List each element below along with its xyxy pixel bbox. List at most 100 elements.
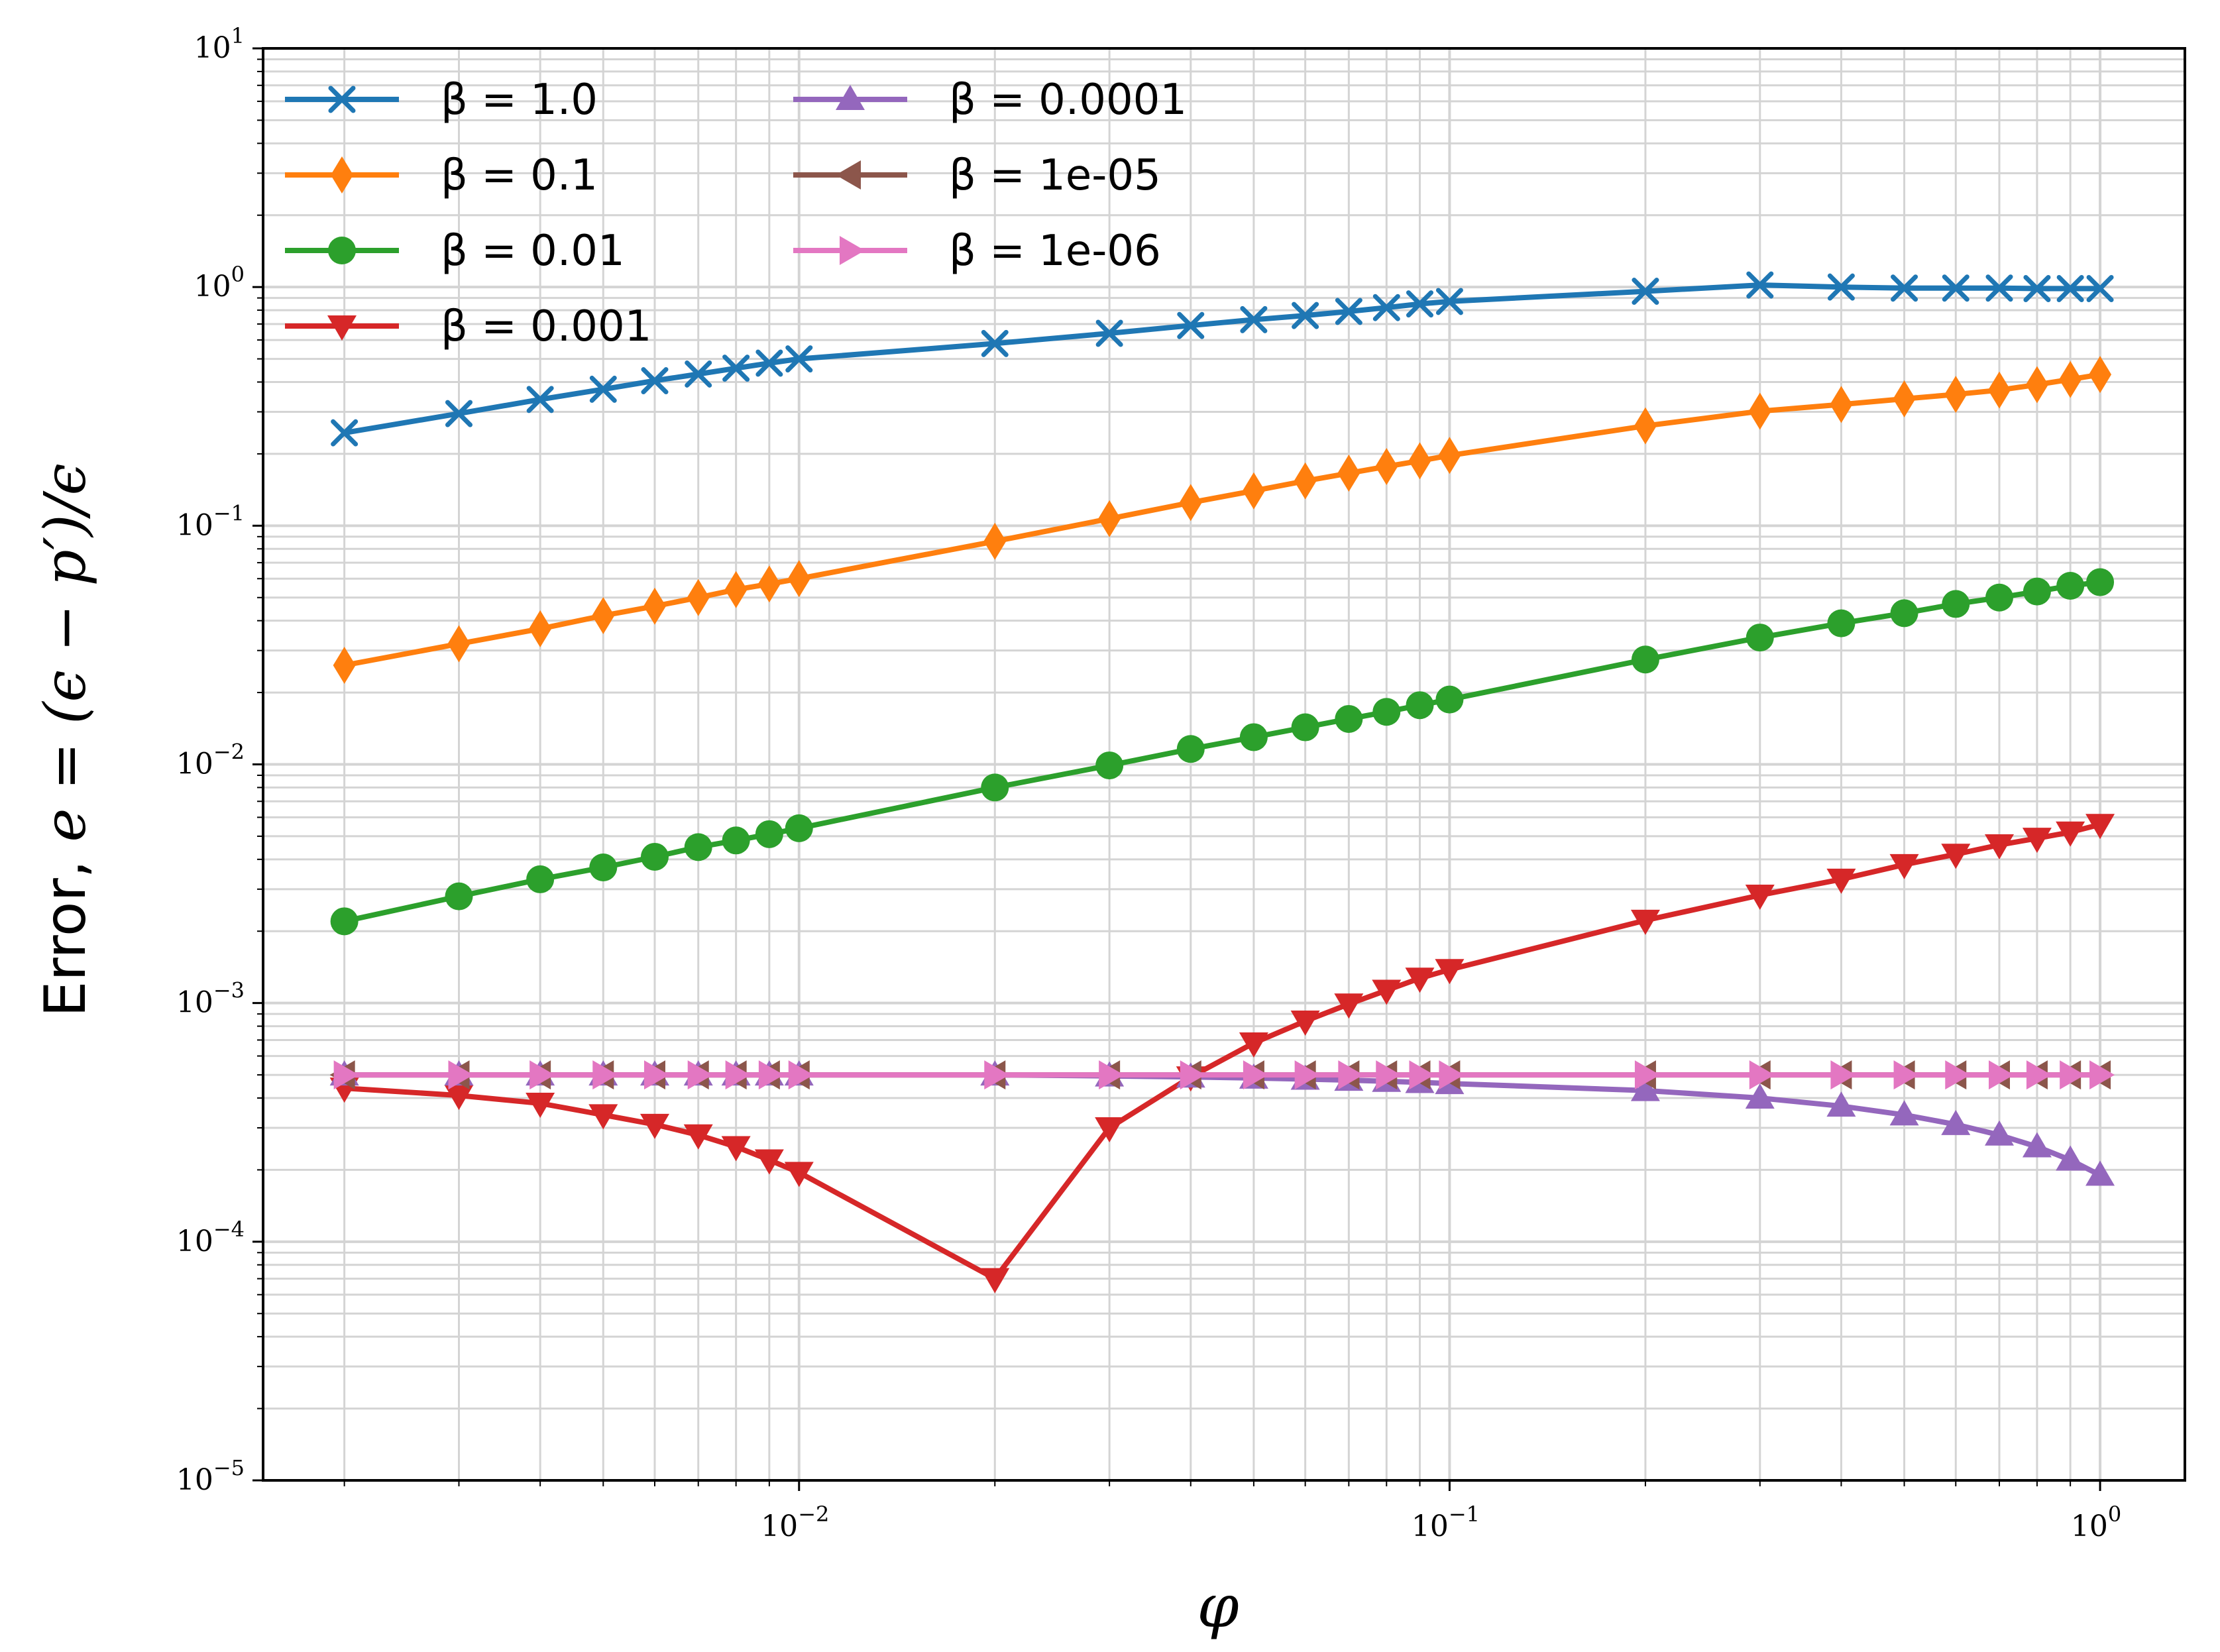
data-point-marker <box>1409 1060 1435 1090</box>
data-point-marker <box>592 597 615 635</box>
data-point-marker <box>447 625 471 663</box>
data-point-marker <box>687 578 710 616</box>
x-axis-label: φ <box>1197 1572 1239 1641</box>
marker-stroke <box>1632 278 1659 305</box>
data-point-marker <box>1989 1060 2015 1090</box>
data-point-marker <box>683 1124 713 1150</box>
series-3 <box>330 568 2115 936</box>
data-point-marker <box>644 1060 670 1090</box>
y-tick-label: 10−3 <box>176 978 245 1020</box>
data-point-marker <box>641 367 669 395</box>
marker-stroke <box>2023 275 2051 303</box>
marker-stroke <box>1406 290 1434 318</box>
data-point-marker <box>328 85 356 113</box>
data-point-marker <box>2089 1060 2115 1090</box>
data-point-marker <box>754 1149 784 1175</box>
data-point-marker <box>722 826 750 855</box>
data-point-marker <box>1406 691 1434 720</box>
legend-entry: β = 1e-06 <box>793 227 1161 276</box>
marker-stroke <box>445 400 473 427</box>
marker-stroke <box>1746 271 1774 299</box>
marker-stroke <box>1177 311 1205 339</box>
data-point-marker <box>1893 380 1916 417</box>
data-point-marker <box>529 1060 555 1090</box>
data-point-marker <box>1098 500 1121 537</box>
marker-stroke <box>685 360 712 388</box>
data-point-marker <box>1890 599 1918 628</box>
data-point-marker <box>2059 360 2082 398</box>
axis-ticks: 10−2 10−1 100 10−5 10−4 10−3 10−2 10−1 100 101 <box>176 23 2121 1543</box>
data-point-marker <box>1941 1109 1971 1135</box>
legend-label: β = 1e-05 <box>949 151 1161 200</box>
data-point-marker <box>1335 704 1363 733</box>
data-point-marker <box>787 560 810 598</box>
data-point-marker <box>1891 274 1918 302</box>
data-point-marker <box>1893 1060 1919 1090</box>
marker-stroke <box>981 329 1009 357</box>
marker-stroke <box>755 349 783 377</box>
data-point-marker <box>1179 484 1202 522</box>
marker-stroke <box>785 345 813 373</box>
data-point-marker <box>1749 1060 1775 1090</box>
data-point-marker <box>1290 1010 1320 1036</box>
data-point-marker <box>1334 993 1364 1019</box>
marker-stroke <box>1240 305 1268 333</box>
data-point-marker <box>444 1085 474 1111</box>
marker-stroke <box>1891 274 1918 302</box>
data-point-marker <box>1985 274 2013 302</box>
data-point-marker <box>445 400 473 427</box>
plot-series <box>329 271 2115 1294</box>
data-point-marker <box>331 156 353 193</box>
data-point-marker <box>2086 568 2115 596</box>
data-point-marker <box>589 854 618 882</box>
data-point-marker <box>1294 1060 1320 1090</box>
data-point-marker <box>721 1136 751 1162</box>
data-point-marker <box>785 814 813 842</box>
marker-stroke <box>641 367 669 395</box>
marker-stroke <box>2086 275 2114 303</box>
data-point-marker <box>1435 685 1464 714</box>
data-point-marker <box>2089 356 2112 394</box>
data-point-marker <box>1240 305 1268 333</box>
marker-stroke <box>722 355 750 382</box>
legend-entry: β = 0.01 <box>285 227 625 276</box>
data-point-marker <box>1239 723 1268 751</box>
x-tick-label: 10−2 <box>761 1502 829 1543</box>
data-point-marker <box>1630 909 1660 935</box>
data-point-marker <box>1826 1091 1856 1117</box>
legend-label: β = 1e-06 <box>949 227 1161 276</box>
marker-stroke <box>2056 275 2084 303</box>
data-point-marker <box>2025 366 2048 404</box>
data-point-marker <box>330 907 359 936</box>
data-point-marker <box>785 345 813 373</box>
marker-stroke <box>589 375 617 403</box>
data-point-marker <box>641 842 669 871</box>
data-point-marker <box>725 1060 751 1090</box>
legend-entry: β = 0.0001 <box>793 76 1187 125</box>
data-point-marker <box>1242 472 1265 510</box>
data-point-marker <box>757 565 781 603</box>
data-point-marker <box>331 419 359 447</box>
data-point-marker <box>1632 278 1659 305</box>
data-point-marker <box>333 1060 359 1090</box>
marker-stroke <box>331 419 359 447</box>
data-point-marker <box>1985 1120 2015 1146</box>
x-tick-label: 100 <box>2071 1502 2121 1543</box>
data-point-marker <box>1942 590 1970 618</box>
data-point-marker <box>722 355 750 382</box>
data-point-marker <box>1438 437 1461 474</box>
data-point-marker <box>836 160 861 190</box>
legend-label: β = 0.01 <box>441 227 625 276</box>
legend-entry: β = 0.001 <box>285 302 651 351</box>
data-point-marker <box>784 1162 814 1187</box>
data-point-marker <box>1372 294 1400 321</box>
legend-entry: β = 1.0 <box>285 76 598 125</box>
data-point-marker <box>1095 751 1124 780</box>
data-point-marker <box>836 85 865 110</box>
data-point-marker <box>1243 1060 1268 1090</box>
data-point-marker <box>1375 448 1398 486</box>
data-point-marker <box>445 882 473 910</box>
data-point-marker <box>1889 854 1919 879</box>
data-point-marker <box>1405 967 1435 993</box>
